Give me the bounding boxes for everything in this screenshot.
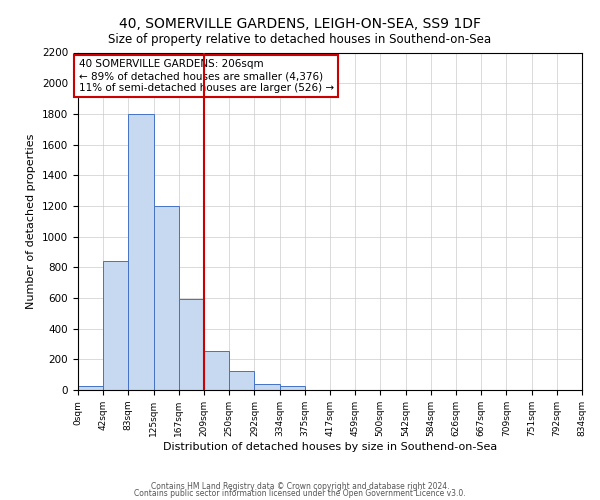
Bar bbox=[154, 206, 179, 390]
Bar bbox=[103, 261, 128, 390]
Bar bbox=[205, 351, 229, 390]
X-axis label: Distribution of detached houses by size in Southend-on-Sea: Distribution of detached houses by size … bbox=[163, 442, 497, 452]
Text: 40 SOMERVILLE GARDENS: 206sqm
← 89% of detached houses are smaller (4,376)
11% o: 40 SOMERVILLE GARDENS: 206sqm ← 89% of d… bbox=[79, 60, 334, 92]
Bar bbox=[128, 114, 154, 390]
Bar bbox=[254, 384, 280, 390]
Text: 40, SOMERVILLE GARDENS, LEIGH-ON-SEA, SS9 1DF: 40, SOMERVILLE GARDENS, LEIGH-ON-SEA, SS… bbox=[119, 18, 481, 32]
Y-axis label: Number of detached properties: Number of detached properties bbox=[26, 134, 37, 309]
Text: Contains public sector information licensed under the Open Government Licence v3: Contains public sector information licen… bbox=[134, 489, 466, 498]
Bar bbox=[229, 371, 254, 390]
Bar bbox=[78, 386, 103, 390]
Bar bbox=[280, 386, 305, 390]
Text: Size of property relative to detached houses in Southend-on-Sea: Size of property relative to detached ho… bbox=[109, 32, 491, 46]
Bar bbox=[179, 300, 205, 390]
Text: Contains HM Land Registry data © Crown copyright and database right 2024.: Contains HM Land Registry data © Crown c… bbox=[151, 482, 449, 491]
